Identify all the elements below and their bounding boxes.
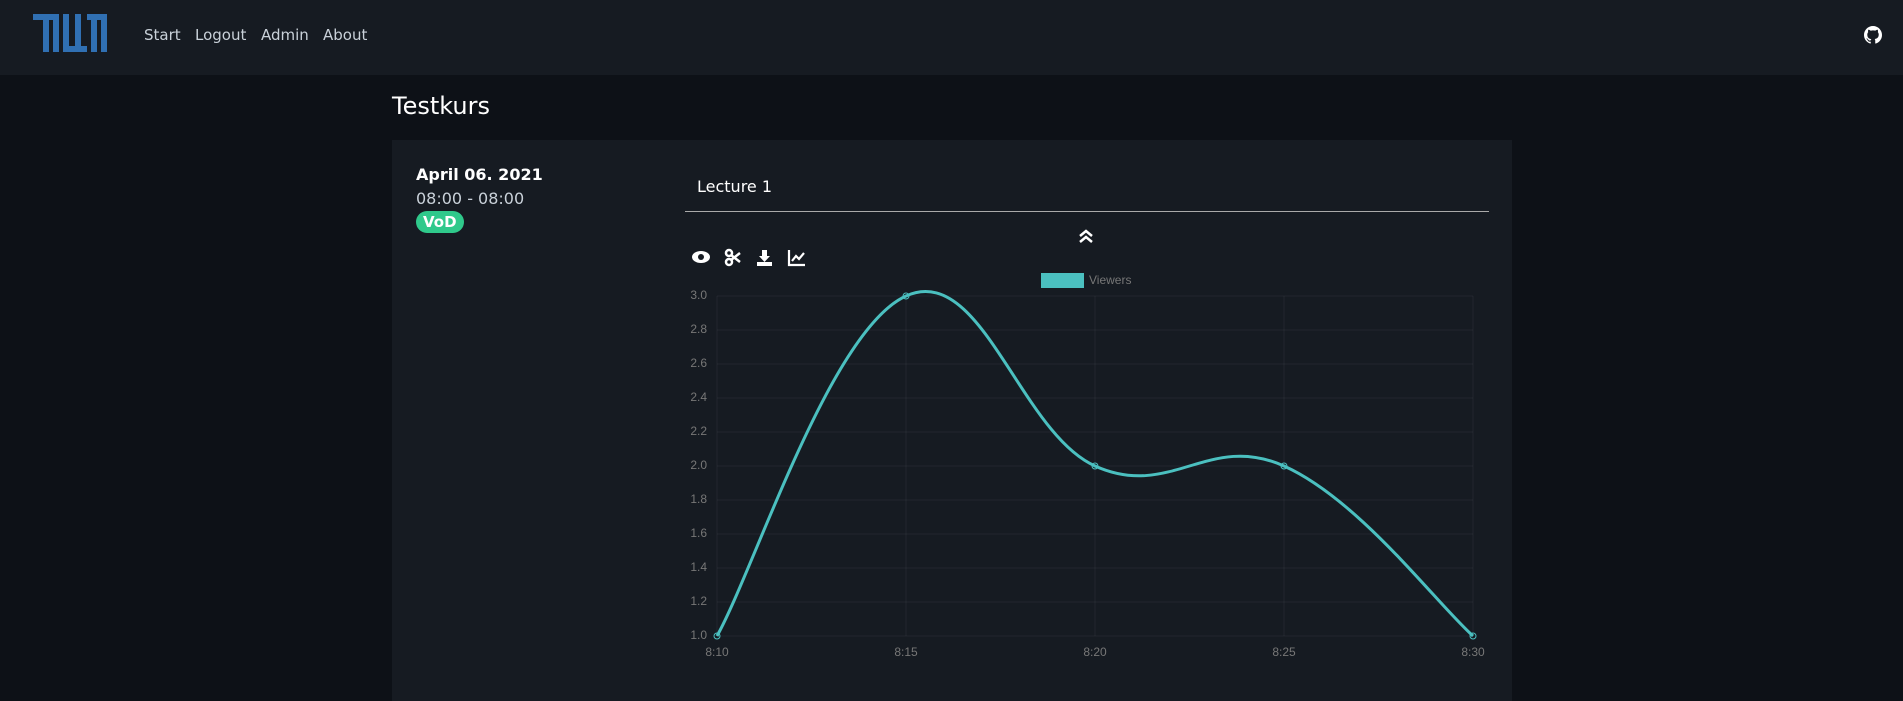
- nav-link[interactable]: About: [323, 26, 368, 44]
- y-tick-label: 3.0: [690, 288, 707, 302]
- point: [902, 292, 910, 300]
- logo[interactable]: [33, 14, 113, 58]
- y-tick-label: 1.8: [690, 492, 707, 506]
- stats-icon[interactable]: [787, 250, 805, 267]
- nav-link[interactable]: Start: [144, 26, 181, 44]
- y-tick-label: 2.6: [690, 356, 707, 370]
- y-tick-label: 1.2: [690, 594, 707, 608]
- y-tick-label: 2.0: [690, 458, 707, 472]
- nav-link[interactable]: Admin: [261, 26, 309, 44]
- vod-badge[interactable]: VoD: [416, 211, 464, 233]
- x-tick-label: 8:10: [705, 645, 729, 659]
- x-tick-label: 8:30: [1461, 645, 1485, 659]
- download-icon[interactable]: [757, 250, 772, 266]
- x-tick-label: 8:25: [1272, 645, 1296, 659]
- divider: [685, 211, 1489, 212]
- x-tick-label: 8:20: [1083, 645, 1107, 659]
- github-icon[interactable]: [1864, 26, 1882, 44]
- y-tick-label: 2.8: [690, 322, 707, 336]
- navbar: Start Logout Admin About: [0, 0, 1903, 75]
- lecture-date: April 06. 2021: [416, 165, 543, 184]
- point: [713, 632, 721, 640]
- eye-icon[interactable]: [692, 251, 710, 263]
- point: [1091, 462, 1099, 470]
- y-tick-label: 2.2: [690, 424, 707, 438]
- lecture-title: Lecture 1: [697, 177, 773, 196]
- point: [1280, 462, 1288, 470]
- legend-label: Viewers: [1089, 273, 1131, 287]
- y-tick-label: 1.0: [690, 628, 707, 642]
- collapse-icon[interactable]: [1079, 229, 1093, 243]
- legend-swatch: [1041, 273, 1084, 288]
- y-tick-label: 1.4: [690, 560, 707, 574]
- lecture-card: [392, 140, 1512, 701]
- x-tick-label: 8:15: [894, 645, 918, 659]
- lecture-time: 08:00 - 08:00: [416, 189, 525, 208]
- nav-link[interactable]: Logout: [195, 26, 247, 44]
- cut-icon[interactable]: [724, 248, 741, 267]
- course-title: Testkurs: [392, 92, 491, 120]
- line: [715, 290, 1475, 638]
- y-tick-label: 1.6: [690, 526, 707, 540]
- y-tick-label: 2.4: [690, 390, 707, 404]
- point: [1469, 632, 1477, 640]
